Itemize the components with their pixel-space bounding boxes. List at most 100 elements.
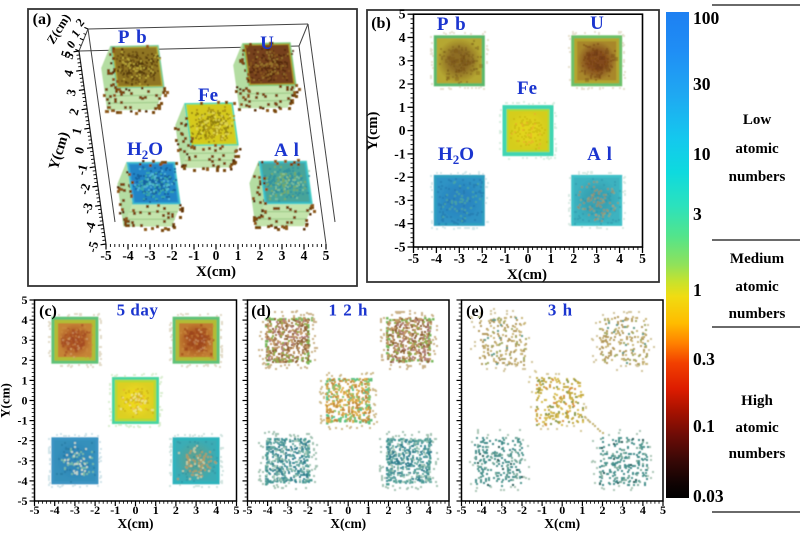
svg-text:numbers: numbers (729, 306, 786, 322)
svg-text:-2: -2 (166, 248, 177, 263)
svg-text:10: 10 (693, 144, 711, 164)
svg-text:-2: -2 (517, 503, 527, 517)
svg-text:numbers: numbers (729, 446, 786, 462)
svg-text:0: 0 (133, 503, 139, 517)
svg-text:0: 0 (345, 503, 351, 517)
svg-text:-5: -5 (457, 503, 467, 517)
svg-text:4: 4 (60, 68, 76, 79)
svg-text:P b: P b (437, 14, 467, 35)
svg-text:-5: -5 (84, 239, 101, 254)
svg-text:2: 2 (257, 248, 264, 263)
svg-text:-3: -3 (79, 201, 96, 216)
svg-text:X(cm): X(cm) (544, 516, 580, 531)
svg-text:4: 4 (426, 503, 432, 517)
svg-text:4: 4 (399, 30, 406, 45)
svg-text:5 day: 5 day (117, 301, 159, 320)
svg-text:0.03: 0.03 (693, 486, 724, 506)
svg-text:atomic: atomic (735, 141, 779, 157)
svg-text:(e): (e) (466, 303, 484, 320)
svg-text:-4: -4 (122, 248, 133, 263)
svg-text:1: 1 (548, 251, 555, 266)
svg-text:H2O: H2O (438, 144, 474, 167)
svg-text:-1: -1 (394, 146, 405, 161)
svg-text:3: 3 (193, 503, 199, 517)
svg-text:-2: -2 (394, 170, 405, 185)
svg-text:3: 3 (693, 204, 702, 224)
svg-text:-2: -2 (18, 434, 28, 448)
svg-text:2: 2 (570, 251, 577, 266)
svg-text:-1: -1 (18, 414, 28, 428)
svg-text:1 2 h: 1 2 h (329, 301, 369, 320)
svg-text:5: 5 (399, 7, 406, 22)
svg-text:1: 1 (579, 503, 585, 517)
svg-text:-5: -5 (30, 503, 40, 517)
svg-text:-2: -2 (90, 503, 100, 517)
svg-text:-4: -4 (431, 251, 442, 266)
svg-text:5: 5 (234, 503, 240, 517)
svg-text:X(cm): X(cm) (118, 516, 154, 531)
svg-text:-3: -3 (497, 503, 507, 517)
svg-text:4: 4 (213, 503, 219, 517)
svg-text:(d): (d) (251, 303, 271, 320)
svg-text:(c): (c) (39, 303, 57, 320)
svg-text:5: 5 (446, 503, 452, 517)
svg-text:U: U (260, 33, 274, 54)
svg-text:-4: -4 (394, 216, 405, 231)
svg-text:-4: -4 (477, 503, 487, 517)
svg-text:-1: -1 (73, 162, 90, 176)
svg-text:3: 3 (22, 333, 28, 347)
svg-text:5: 5 (660, 503, 666, 517)
svg-text:High: High (741, 393, 773, 409)
svg-text:-3: -3 (283, 503, 293, 517)
svg-text:3: 3 (620, 503, 626, 517)
svg-text:5: 5 (323, 248, 330, 263)
svg-text:5: 5 (22, 293, 28, 307)
svg-text:-4: -4 (81, 220, 98, 235)
svg-text:0.1: 0.1 (693, 416, 715, 436)
svg-text:4: 4 (301, 248, 308, 263)
svg-text:2: 2 (600, 503, 606, 517)
svg-text:-3: -3 (18, 454, 28, 468)
svg-text:1: 1 (365, 503, 371, 517)
svg-text:-5: -5 (100, 248, 111, 263)
svg-text:0: 0 (399, 123, 406, 138)
svg-text:Medium: Medium (730, 251, 785, 267)
svg-text:0: 0 (22, 394, 28, 408)
svg-text:A l: A l (274, 140, 300, 161)
svg-text:3: 3 (399, 53, 406, 68)
svg-text:-5: -5 (394, 240, 405, 255)
svg-text:1: 1 (68, 126, 84, 136)
svg-text:2: 2 (386, 503, 392, 517)
svg-text:4: 4 (616, 251, 623, 266)
svg-text:1: 1 (153, 503, 159, 517)
svg-text:100: 100 (693, 8, 720, 28)
svg-text:1: 1 (399, 100, 406, 115)
svg-text:-4: -4 (18, 474, 28, 488)
svg-text:X(cm): X(cm) (507, 267, 547, 283)
svg-text:3: 3 (593, 251, 600, 266)
svg-text:(a): (a) (33, 11, 52, 28)
svg-text:-3: -3 (70, 503, 80, 517)
svg-text:-5: -5 (408, 251, 419, 266)
svg-text:3: 3 (63, 87, 79, 98)
svg-text:X(cm): X(cm) (196, 264, 236, 280)
svg-text:1: 1 (235, 248, 242, 263)
svg-text:5: 5 (58, 48, 74, 59)
svg-text:-2: -2 (477, 251, 488, 266)
svg-text:1: 1 (22, 373, 28, 387)
svg-text:-1: -1 (499, 251, 510, 266)
svg-text:X(cm): X(cm) (330, 516, 366, 531)
svg-text:numbers: numbers (729, 169, 786, 185)
svg-text:-1: -1 (188, 248, 199, 263)
svg-text:30: 30 (693, 74, 711, 94)
svg-text:2: 2 (399, 77, 406, 92)
svg-text:H2O: H2O (127, 139, 163, 162)
svg-text:-2: -2 (76, 182, 93, 196)
svg-text:A l: A l (587, 144, 613, 165)
svg-text:-1: -1 (537, 503, 547, 517)
svg-text:Fe: Fe (198, 85, 218, 106)
svg-text:Y(cm): Y(cm) (365, 112, 381, 151)
svg-text:2: 2 (22, 353, 28, 367)
svg-text:0: 0 (559, 503, 565, 517)
svg-text:atomic: atomic (735, 420, 779, 436)
